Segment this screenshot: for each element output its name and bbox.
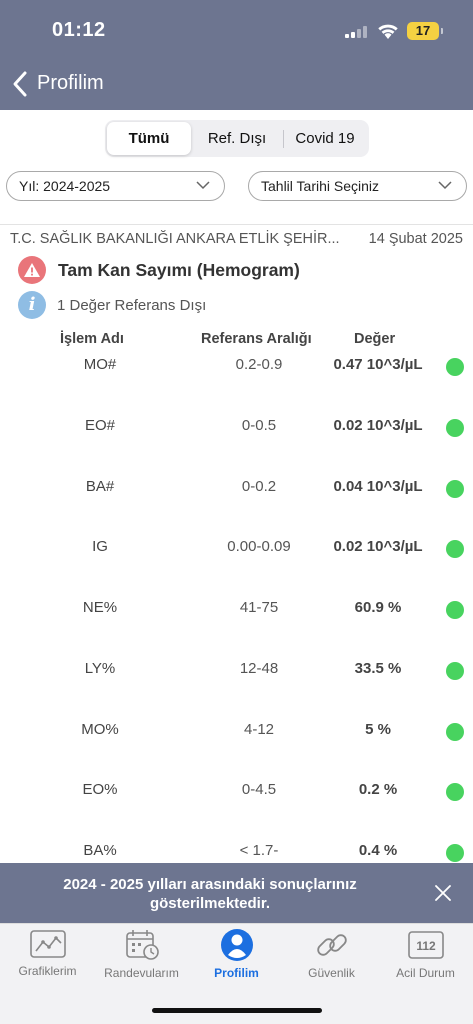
out-of-range-info: i 1 Değer Referans Dışı: [18, 290, 206, 320]
row-reference: 0.2-0.9: [235, 356, 283, 373]
row-value: 33.5 %: [354, 660, 402, 677]
chevron-down-icon: [196, 181, 210, 190]
status-dot: [446, 601, 464, 619]
chart-icon: [29, 930, 66, 958]
row-name: NE%: [82, 599, 118, 616]
tab-grafiklerim[interactable]: Grafiklerim: [0, 928, 95, 990]
table-row[interactable]: NE% 41-75 60.9 %: [0, 589, 473, 629]
segment-out-of-range[interactable]: Ref. Dışı: [207, 130, 267, 147]
table-row[interactable]: MO# 0.2-0.9 0.47 10^3/µL: [0, 346, 473, 386]
year-dropdown[interactable]: Yıl: 2024-2025: [6, 171, 225, 201]
banner-message: 2024 - 2025 yılları arasındaki sonuçları…: [63, 876, 357, 912]
link-icon: [316, 934, 347, 956]
hospital-name: T.C. SAĞLIK BAKANLIĞI ANKARA ETLİK ŞEHİR…: [10, 231, 340, 247]
home-indicator: [152, 1008, 322, 1013]
segment-all[interactable]: Tümü: [107, 122, 191, 155]
row-reference: 12-48: [239, 660, 279, 677]
calendar-clock-icon: [125, 930, 159, 960]
back-chevron-icon[interactable]: [10, 70, 32, 98]
cellular-signal-icon: [345, 26, 367, 38]
row-value: 0.2 %: [358, 781, 398, 798]
divider: [0, 224, 473, 225]
row-name: EO%: [82, 781, 118, 798]
row-name: IG: [92, 538, 108, 555]
test-date-dropdown[interactable]: Tahlil Tarihi Seçiniz: [248, 171, 467, 201]
row-reference: 0.00-0.09: [227, 538, 291, 555]
filter-segmented-control: Tümü Ref. Dışı Covid 19: [105, 120, 369, 157]
test-title-row[interactable]: Tam Kan Sayımı (Hemogram): [18, 255, 300, 285]
row-reference: 4-12: [243, 721, 275, 738]
row-name: EO#: [84, 417, 115, 434]
row-value: 60.9 %: [354, 599, 402, 616]
status-dot: [446, 419, 464, 437]
status-dot: [446, 783, 464, 801]
row-name: MO#: [83, 356, 117, 373]
row-value: 0.02 10^3/µL: [333, 538, 423, 555]
column-header-value: Değer: [354, 331, 396, 347]
row-name: BA#: [85, 478, 115, 495]
tab-bar: Grafiklerim Randevularım Profilim Güvenl…: [0, 923, 473, 1024]
status-dot: [446, 662, 464, 680]
row-value: 0.02 10^3/µL: [333, 417, 423, 434]
row-name: LY%: [84, 660, 116, 677]
row-value: 5 %: [365, 721, 391, 738]
column-header-name: İşlem Adı: [60, 331, 124, 347]
row-value: 0.04 10^3/µL: [333, 478, 423, 495]
status-dot: [446, 358, 464, 376]
row-reference: < 1.7-: [239, 842, 279, 859]
close-icon[interactable]: [432, 882, 454, 904]
row-reference: 0-4.5: [241, 781, 277, 798]
row-name: BA%: [83, 842, 117, 859]
wifi-icon: [378, 24, 398, 39]
nav-bar: Profilim: [0, 66, 473, 102]
table-row[interactable]: IG 0.00-0.09 0.02 10^3/µL: [0, 528, 473, 568]
tab-randevularim[interactable]: Randevularım: [94, 928, 189, 990]
app-header: 01:12 17 Profilim: [0, 0, 473, 110]
tab-label: Profilim: [214, 966, 259, 980]
row-reference: 41-75: [239, 599, 279, 616]
status-dot: [446, 480, 464, 498]
tab-profilim[interactable]: Profilim: [189, 928, 284, 990]
year-dropdown-value: Yıl: 2024-2025: [19, 178, 111, 194]
tab-label: Randevularım: [104, 966, 179, 980]
status-dot: [446, 723, 464, 741]
table-row[interactable]: BA% < 1.7- 0.4 %: [0, 832, 473, 872]
emergency-112-icon: 112: [407, 931, 444, 959]
row-value: 0.4 %: [358, 842, 398, 859]
status-dot: [446, 844, 464, 862]
result-date: 14 Şubat 2025: [368, 231, 463, 247]
warning-icon: [18, 256, 46, 284]
test-date-dropdown-value: Tahlil Tarihi Seçiniz: [261, 178, 380, 194]
status-bar: 01:12 17: [0, 0, 473, 62]
profile-icon: [220, 929, 253, 961]
tab-acil-durum[interactable]: 112 Acil Durum: [378, 928, 473, 990]
column-header-reference: Referans Aralığı: [201, 331, 312, 347]
tab-label: Güvenlik: [308, 966, 355, 980]
segment-divider: [283, 129, 284, 148]
page-title: Profilim: [37, 72, 104, 94]
info-icon: i: [18, 291, 46, 319]
test-name: Tam Kan Sayımı (Hemogram): [58, 259, 300, 280]
tab-label: Grafiklerim: [18, 964, 77, 978]
status-time: 01:12: [52, 19, 106, 41]
emergency-number: 112: [416, 939, 436, 953]
table-row[interactable]: LY% 12-48 33.5 %: [0, 650, 473, 690]
table-row[interactable]: EO% 0-4.5 0.2 %: [0, 771, 473, 811]
tab-guvenlik[interactable]: Güvenlik: [284, 928, 379, 990]
table-row[interactable]: MO% 4-12 5 %: [0, 711, 473, 751]
row-name: MO%: [81, 721, 119, 738]
segment-covid-19[interactable]: Covid 19: [295, 130, 355, 147]
status-dot: [446, 540, 464, 558]
info-banner: 2024 - 2025 yılları arasındaki sonuçları…: [0, 863, 473, 923]
table-row[interactable]: EO# 0-0.5 0.02 10^3/µL: [0, 407, 473, 447]
info-text: 1 Değer Referans Dışı: [57, 296, 207, 314]
row-reference: 0-0.5: [241, 417, 277, 434]
tab-label: Acil Durum: [396, 966, 455, 980]
battery-icon: 17: [407, 22, 443, 40]
row-value: 0.47 10^3/µL: [333, 356, 423, 373]
table-row[interactable]: BA# 0-0.2 0.04 10^3/µL: [0, 468, 473, 508]
row-reference: 0-0.2: [241, 478, 277, 495]
chevron-down-icon: [438, 181, 452, 190]
